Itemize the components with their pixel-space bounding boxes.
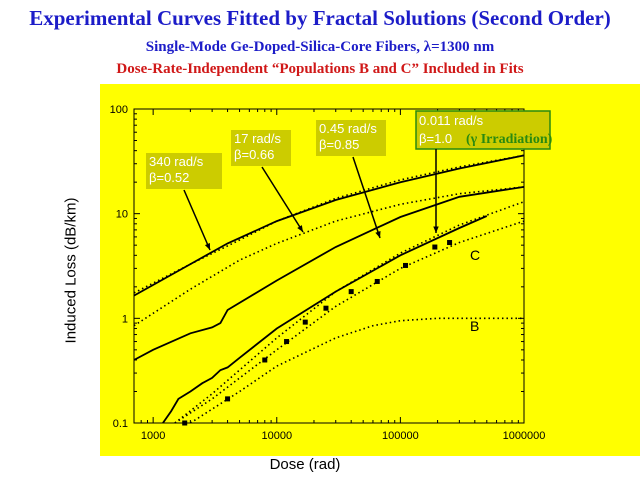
fit-curve-dotted <box>133 186 525 327</box>
x-tick-label: 100000 <box>382 430 419 442</box>
annotation-gamma-rate: 0.011 rad/s <box>419 113 484 128</box>
annotation-340-beta: β=0.52 <box>149 170 189 185</box>
data-point-marker <box>374 278 380 284</box>
fit-curve-dotted <box>133 154 525 294</box>
x-tick-label: 10000 <box>261 430 292 442</box>
fit-curve-solid <box>133 154 525 297</box>
chart-title: Experimental Curves Fitted by Fractal So… <box>29 6 611 30</box>
data-point-marker <box>447 240 453 246</box>
fit-curve-dotted <box>174 220 525 424</box>
annotation-gamma-label: (γ Irradiation) <box>466 132 553 147</box>
chart-subtitle-populations: Dose-Rate-Independent “Populations B and… <box>116 61 524 77</box>
annotation-arrowhead <box>433 226 439 233</box>
annotation-17-rate: 17 rad/s <box>234 131 281 146</box>
annotation-gamma-beta: β=1.0 <box>419 131 452 146</box>
axis-ticks: 1000 10000 100000 1000000 0.1 1 10 100 <box>110 104 546 442</box>
data-point-marker <box>302 319 308 325</box>
annotation-045-beta: β=0.85 <box>319 137 359 152</box>
curve-label-c: C <box>470 247 480 263</box>
annotation-17-box <box>231 130 291 166</box>
fit-curve-dotted <box>189 317 524 424</box>
annotation-arrowhead <box>204 243 210 250</box>
data-point-marker <box>402 262 408 268</box>
data-point-marker <box>225 396 231 402</box>
data-point-marker <box>432 244 438 250</box>
annotation-gamma-box <box>415 110 551 150</box>
annotation-340-rate: 340 rad/s <box>149 154 204 169</box>
fit-curve-dotted <box>174 200 525 424</box>
fit-curve-solid <box>133 186 525 361</box>
annotation-arrow <box>261 166 304 233</box>
annotation-045-box <box>316 120 386 156</box>
curve-label-b: B <box>470 318 479 334</box>
plot-area-frame <box>133 108 525 424</box>
x-tick-label: 1000000 <box>503 430 546 442</box>
data-point-marker <box>284 339 290 345</box>
data-point-marker <box>182 420 188 426</box>
fit-curves <box>133 154 525 424</box>
y-tick-label: 10 <box>116 209 128 221</box>
data-point-marker <box>262 357 268 363</box>
fit-curve-solid <box>162 215 488 424</box>
y-tick-label: 1 <box>122 313 128 325</box>
annotation-arrowhead <box>375 231 381 238</box>
annotation-340-box <box>146 153 222 189</box>
data-point-marker <box>348 289 354 295</box>
y-tick-label: 100 <box>110 104 128 116</box>
annotation-arrow <box>352 156 381 239</box>
annotation-17-beta: β=0.66 <box>234 147 274 162</box>
annotation-045-rate: 0.45 rad/s <box>319 121 377 136</box>
annotation-arrowhead <box>297 225 303 232</box>
data-markers <box>182 240 453 426</box>
y-tick-label: 0.1 <box>113 418 128 430</box>
x-tick-label: 1000 <box>141 430 165 442</box>
x-axis-label: Dose (rad) <box>269 456 341 473</box>
data-point-marker <box>323 305 329 311</box>
chart-subtitle: Single-Mode Ge-Doped-Silica-Core Fibers,… <box>145 39 495 55</box>
y-axis-label: Induced Loss (dB/km) <box>62 197 80 344</box>
annotation-arrow <box>183 189 211 251</box>
